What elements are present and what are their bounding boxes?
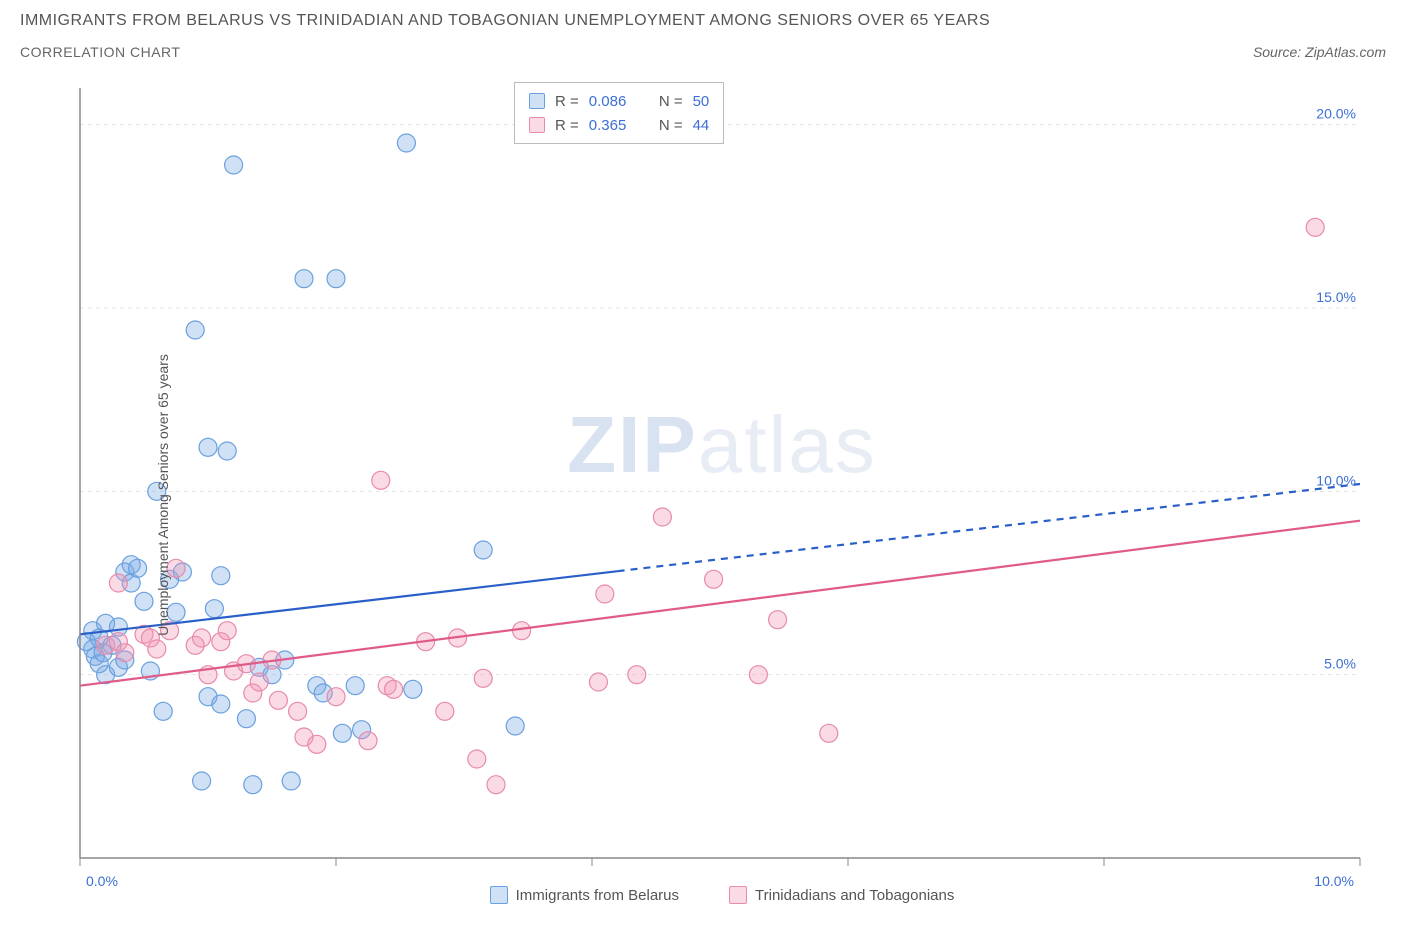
- y-axis-label: Unemployment Among Seniors over 65 years: [155, 354, 171, 636]
- bottom-legend-item: Immigrants from Belarus: [490, 886, 679, 904]
- legend-label: Trinidadians and Tobagonians: [755, 887, 954, 904]
- correlation-legend-box: R = 0.086 N = 50R = 0.365 N = 44: [514, 82, 724, 144]
- chart-area: Unemployment Among Seniors over 65 years…: [62, 80, 1382, 910]
- legend-row: R = 0.086 N = 50: [529, 89, 709, 113]
- legend-label: Immigrants from Belarus: [516, 887, 679, 904]
- chart-subtitle: CORRELATION CHART: [20, 44, 180, 60]
- svg-text:5.0%: 5.0%: [1324, 656, 1356, 672]
- scatter-chart-svg: 5.0%10.0%15.0%20.0%0.0%10.0%: [62, 80, 1380, 908]
- chart-main-title: IMMIGRANTS FROM BELARUS VS TRINIDADIAN A…: [20, 12, 1386, 30]
- legend-row: R = 0.365 N = 44: [529, 113, 709, 137]
- svg-text:10.0%: 10.0%: [1316, 472, 1356, 488]
- svg-text:20.0%: 20.0%: [1316, 106, 1356, 122]
- bottom-legend-item: Trinidadians and Tobagonians: [729, 886, 954, 904]
- legend-swatch: [729, 886, 747, 904]
- source-label: Source: ZipAtlas.com: [1253, 44, 1386, 60]
- legend-swatch: [529, 117, 545, 133]
- legend-swatch: [529, 93, 545, 109]
- series-legend: Immigrants from Belarus Trinidadians and …: [62, 886, 1382, 904]
- svg-text:15.0%: 15.0%: [1316, 289, 1356, 305]
- legend-swatch: [490, 886, 508, 904]
